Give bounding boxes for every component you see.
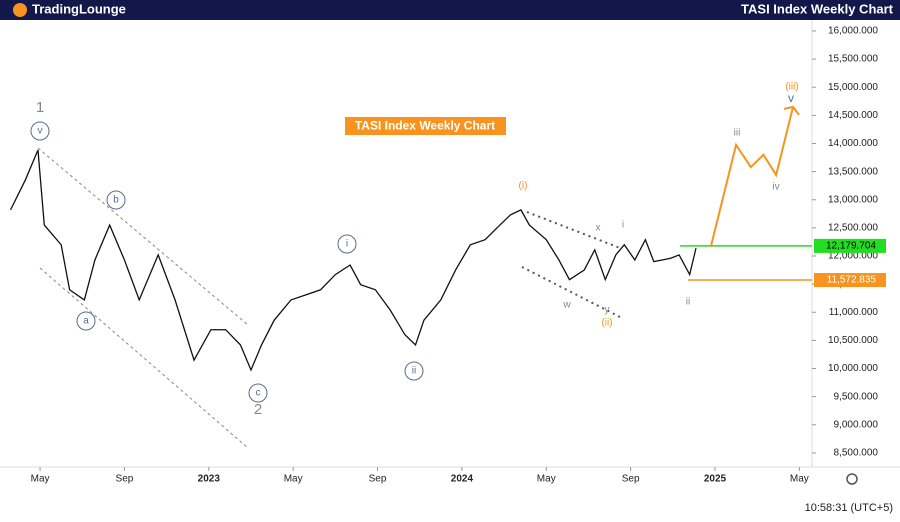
y-tick-label: 12,500.000	[828, 223, 878, 234]
x-tick-label: 2023	[198, 474, 221, 485]
y-tick-label: 11,000.000	[829, 307, 879, 318]
y-tick-label: 12,000.000	[828, 251, 878, 262]
level-label: 12,179.704	[826, 241, 876, 252]
header-title: TASI Index Weekly Chart	[741, 1, 894, 16]
wave-circle	[76, 311, 96, 331]
x-tick-label: May	[284, 474, 303, 485]
wave-label: 1	[36, 99, 44, 116]
title-box	[345, 117, 506, 135]
level-box	[814, 238, 886, 253]
y-tick-label: 10,000.000	[828, 363, 878, 374]
x-tick-label: Sep	[622, 474, 640, 485]
y-tick-label: 9,000.000	[834, 419, 879, 430]
x-tick-label: Sep	[116, 474, 134, 485]
header-bar	[0, 0, 900, 20]
x-tick-label: 2025	[704, 474, 727, 485]
wave-circle	[404, 361, 424, 381]
x-tick-label: May	[31, 474, 50, 485]
wave-label: ii	[412, 366, 416, 377]
wave-label: (ii)	[601, 318, 612, 329]
y-tick-label: 8,500.000	[834, 448, 879, 459]
wave-circle	[30, 121, 50, 141]
projection-line	[709, 106, 794, 248]
y-tick-label: 14,000.000	[828, 138, 878, 149]
wave-label: iv	[772, 182, 779, 193]
level-label: 11,572.835	[827, 275, 877, 286]
x-tick-label: 2024	[451, 474, 474, 485]
channel-line	[521, 266, 623, 319]
chart-title: TASI Index Weekly Chart	[355, 119, 495, 133]
wave-circle	[337, 234, 357, 254]
channel-line	[526, 211, 621, 249]
y-tick-label: 15,500.000	[828, 54, 878, 65]
circled-wave-labels: v b a c i ii	[38, 126, 417, 399]
wave-label: i	[346, 239, 348, 250]
wave-labels: 1 2 x i w y ii iii iv	[36, 99, 780, 418]
channel-line	[39, 267, 249, 449]
wave-label: y	[605, 305, 610, 316]
logo-icon	[13, 3, 27, 17]
y-tick-label: 16,000.000	[828, 26, 878, 37]
wave-label: v	[38, 126, 43, 137]
wave-label: (iii)	[785, 82, 798, 93]
orange-wave-labels: (i) (ii) (iii)	[519, 82, 799, 329]
y-tick-label: 13,500.000	[828, 166, 878, 177]
channel-line	[37, 147, 249, 326]
wave-circles	[30, 121, 424, 403]
level-box	[814, 273, 886, 288]
y-tick-label: 14,500.000	[828, 110, 878, 121]
wave-label: iii	[734, 128, 741, 139]
x-tick-label: May	[790, 474, 809, 485]
projection-arrow	[783, 105, 800, 116]
wave-label: c	[256, 388, 261, 399]
settings-icon[interactable]	[846, 473, 858, 485]
price-line	[9, 149, 697, 372]
wave-label: i	[622, 220, 624, 231]
wave-label: (i)	[519, 181, 528, 192]
wave-circle	[106, 190, 126, 210]
wave-label: b	[113, 195, 119, 206]
x-tick-label: Sep	[369, 474, 387, 485]
wave-label: w	[562, 300, 571, 311]
y-tick-label: 13,000.000	[828, 194, 878, 205]
y-tick-label: 9,500.000	[834, 391, 879, 402]
wave-label: v	[788, 91, 794, 105]
x-tick-label: May	[537, 474, 556, 485]
logo: TradingLounge	[32, 1, 126, 16]
wave-circle	[248, 383, 268, 403]
wave-label: a	[83, 316, 89, 327]
wave-label: x	[596, 223, 601, 234]
wave-label: 2	[254, 401, 262, 418]
clock: 10:58:31 (UTC+5)	[805, 502, 893, 514]
y-tick-label: 15,000.000	[828, 82, 878, 93]
y-tick-label: 10,500.000	[828, 335, 878, 346]
wave-label: ii	[686, 297, 690, 308]
